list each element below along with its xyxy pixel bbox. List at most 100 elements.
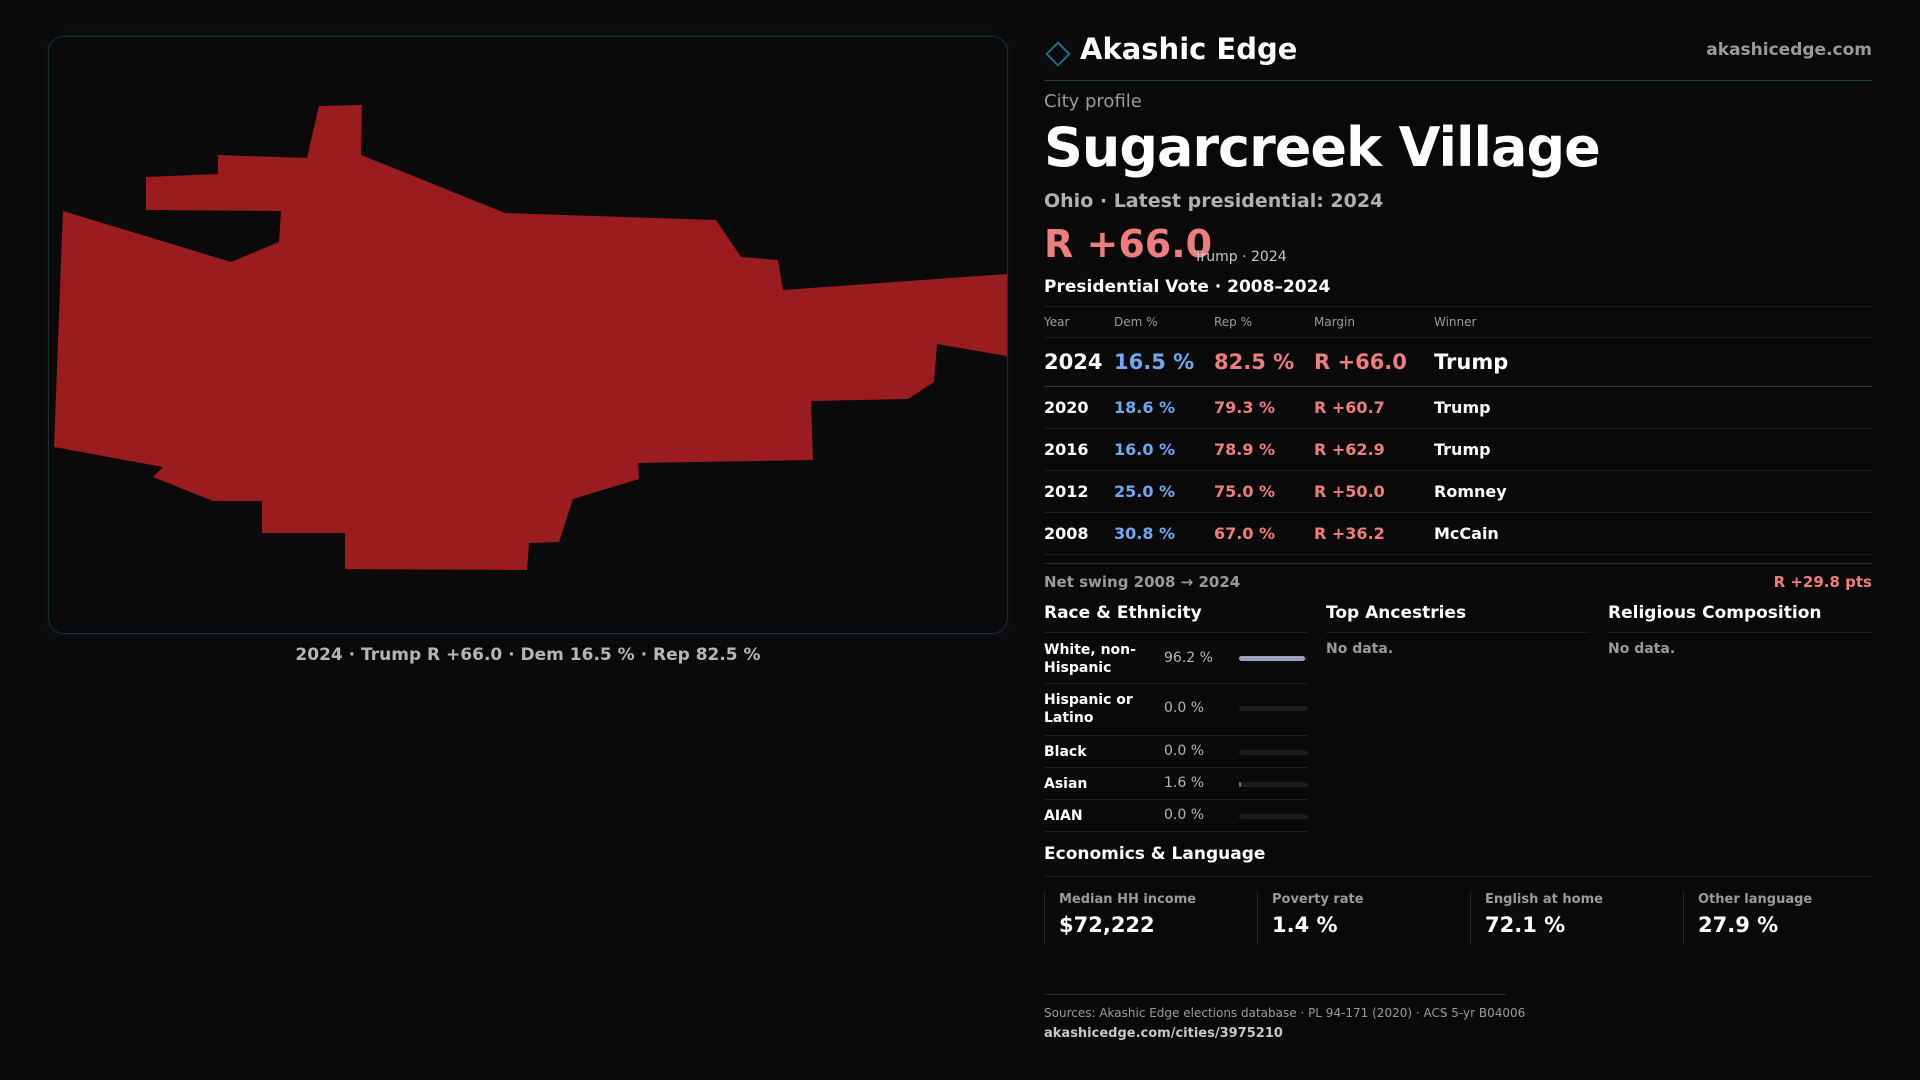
religion-section: Religious Composition No data. bbox=[1608, 600, 1872, 657]
city-boundary-map[interactable] bbox=[49, 37, 1007, 633]
race-bar-track bbox=[1239, 706, 1308, 711]
dem-cell: 25.0 % bbox=[1114, 470, 1214, 513]
stat-label: English at home bbox=[1485, 892, 1603, 907]
year-cell: 2016 bbox=[1044, 428, 1114, 471]
race-bar-track bbox=[1239, 782, 1308, 787]
race-bar-fill bbox=[1239, 782, 1241, 787]
rep-cell: 75.0 % bbox=[1214, 470, 1314, 513]
race-label: Hispanic or Latino bbox=[1044, 692, 1133, 726]
race-row: Asian 1.6 % bbox=[1044, 768, 1308, 800]
winner-cell: Romney bbox=[1434, 470, 1872, 513]
stat-label: Median HH income bbox=[1059, 892, 1197, 907]
brand-domain-link[interactable]: akashicedge.com bbox=[1706, 40, 1872, 60]
profile-label: City profile bbox=[1044, 91, 1142, 112]
race-label: Black bbox=[1044, 744, 1087, 760]
economics-section-title: Economics & Language bbox=[1044, 844, 1872, 877]
race-row: Hispanic or Latino 0.0 % bbox=[1044, 684, 1308, 736]
dem-cell: 16.0 % bbox=[1114, 428, 1214, 471]
table-row: 2012 25.0 % 75.0 % R +50.0 Romney bbox=[1044, 470, 1872, 513]
page-title: Sugarcreek Village bbox=[1044, 116, 1601, 179]
dem-cell: 16.5 % bbox=[1114, 337, 1214, 387]
race-value: 0.0 % bbox=[1164, 700, 1205, 716]
race-bar-track bbox=[1239, 750, 1308, 755]
stat-other-language: Other language 27.9 % bbox=[1683, 892, 1873, 944]
rep-cell: 78.9 % bbox=[1214, 428, 1314, 471]
footer-divider bbox=[1044, 994, 1506, 995]
year-cell: 2008 bbox=[1044, 512, 1114, 555]
stat-label: Other language bbox=[1698, 892, 1813, 907]
table-row: 2020 18.6 % 79.3 % R +60.7 Trump bbox=[1044, 386, 1872, 429]
race-section: Race & Ethnicity White, non-Hispanic 96.… bbox=[1044, 600, 1308, 832]
col-margin: Margin bbox=[1314, 306, 1434, 338]
race-value: 0.0 % bbox=[1164, 743, 1205, 759]
map-panel[interactable] bbox=[48, 36, 1008, 634]
dem-cell: 30.8 % bbox=[1114, 512, 1214, 555]
race-bar-fill bbox=[1239, 656, 1306, 661]
winner-cell: Trump bbox=[1434, 386, 1872, 429]
rep-cell: 67.0 % bbox=[1214, 512, 1314, 555]
ancestries-section-title: Top Ancestries bbox=[1326, 600, 1590, 633]
stat-label: Poverty rate bbox=[1272, 892, 1364, 907]
race-section-title: Race & Ethnicity bbox=[1044, 600, 1308, 633]
margin-cell: R +60.7 bbox=[1314, 386, 1434, 429]
map-caption: 2024 · Trump R +66.0 · Dem 16.5 % · Rep … bbox=[295, 645, 761, 665]
headline-margin: R +66.0 bbox=[1044, 222, 1213, 266]
col-dem: Dem % bbox=[1114, 306, 1214, 338]
table-row: 2016 16.0 % 78.9 % R +62.9 Trump bbox=[1044, 428, 1872, 471]
race-label: White, non-Hispanic bbox=[1044, 642, 1136, 676]
col-winner: Winner bbox=[1434, 306, 1872, 338]
margin-cell: R +36.2 bbox=[1314, 512, 1434, 555]
rep-cell: 79.3 % bbox=[1214, 386, 1314, 429]
stat-value: 72.1 % bbox=[1485, 913, 1566, 937]
winner-cell: Trump bbox=[1434, 337, 1872, 387]
race-row: White, non-Hispanic 96.2 % bbox=[1044, 633, 1308, 684]
headline-note: Trump · 2024 bbox=[1194, 249, 1287, 265]
sources-note: Sources: Akashic Edge elections database… bbox=[1044, 1006, 1526, 1020]
net-swing-value: R +29.8 pts bbox=[1773, 573, 1872, 591]
stat-median-income: Median HH income $72,222 bbox=[1044, 892, 1234, 944]
margin-cell: R +50.0 bbox=[1314, 470, 1434, 513]
vote-section-title: Presidential Vote · 2008–2024 bbox=[1044, 277, 1331, 297]
year-cell: 2020 bbox=[1044, 386, 1114, 429]
net-swing-row: Net swing 2008 → 2024 R +29.8 pts bbox=[1044, 563, 1872, 600]
col-rep: Rep % bbox=[1214, 306, 1314, 338]
net-swing-label: Net swing 2008 → 2024 bbox=[1044, 573, 1241, 591]
diamond-outline-icon bbox=[1045, 41, 1071, 67]
brand-name[interactable]: Akashic Edge bbox=[1080, 32, 1298, 66]
year-cell: 2012 bbox=[1044, 470, 1114, 513]
margin-cell: R +62.9 bbox=[1314, 428, 1434, 471]
col-year: Year bbox=[1044, 306, 1114, 338]
race-value: 0.0 % bbox=[1164, 807, 1205, 823]
stat-value: 27.9 % bbox=[1698, 913, 1779, 937]
religion-empty: No data. bbox=[1608, 641, 1676, 657]
vote-table-header: Year Dem % Rep % Margin Winner bbox=[1044, 306, 1872, 338]
year-cell: 2024 bbox=[1044, 337, 1114, 387]
rep-cell: 82.5 % bbox=[1214, 337, 1314, 387]
race-label: AIAN bbox=[1044, 808, 1083, 824]
stat-poverty-rate: Poverty rate 1.4 % bbox=[1257, 892, 1447, 944]
winner-cell: Trump bbox=[1434, 428, 1872, 471]
city-boundary-shape[interactable] bbox=[54, 105, 1007, 570]
ancestries-empty: No data. bbox=[1326, 641, 1394, 657]
race-row: AIAN 0.0 % bbox=[1044, 800, 1308, 832]
brand-header: Akashic Edge akashicedge.com bbox=[1044, 30, 1872, 81]
religion-section-title: Religious Composition bbox=[1608, 600, 1872, 633]
margin-cell: R +66.0 bbox=[1314, 337, 1434, 387]
stat-value: $72,222 bbox=[1059, 913, 1155, 937]
race-bar-track bbox=[1239, 814, 1308, 819]
table-row: 2024 16.5 % 82.5 % R +66.0 Trump bbox=[1044, 337, 1872, 387]
ancestries-section: Top Ancestries No data. bbox=[1326, 600, 1590, 657]
stat-value: 1.4 % bbox=[1272, 913, 1338, 937]
stat-english-at-home: English at home 72.1 % bbox=[1470, 892, 1660, 944]
vote-table: Year Dem % Rep % Margin Winner 2024 16.5… bbox=[1044, 306, 1872, 555]
page-url-link[interactable]: akashicedge.com/cities/3975210 bbox=[1044, 1026, 1283, 1041]
race-label: Asian bbox=[1044, 776, 1088, 792]
race-row: Black 0.0 % bbox=[1044, 736, 1308, 768]
table-row: 2008 30.8 % 67.0 % R +36.2 McCain bbox=[1044, 512, 1872, 555]
race-bar-track bbox=[1239, 656, 1308, 661]
race-value: 96.2 % bbox=[1164, 650, 1213, 666]
state-subline: Ohio · Latest presidential: 2024 bbox=[1044, 190, 1384, 212]
race-value: 1.6 % bbox=[1164, 775, 1205, 791]
winner-cell: McCain bbox=[1434, 512, 1872, 555]
dem-cell: 18.6 % bbox=[1114, 386, 1214, 429]
